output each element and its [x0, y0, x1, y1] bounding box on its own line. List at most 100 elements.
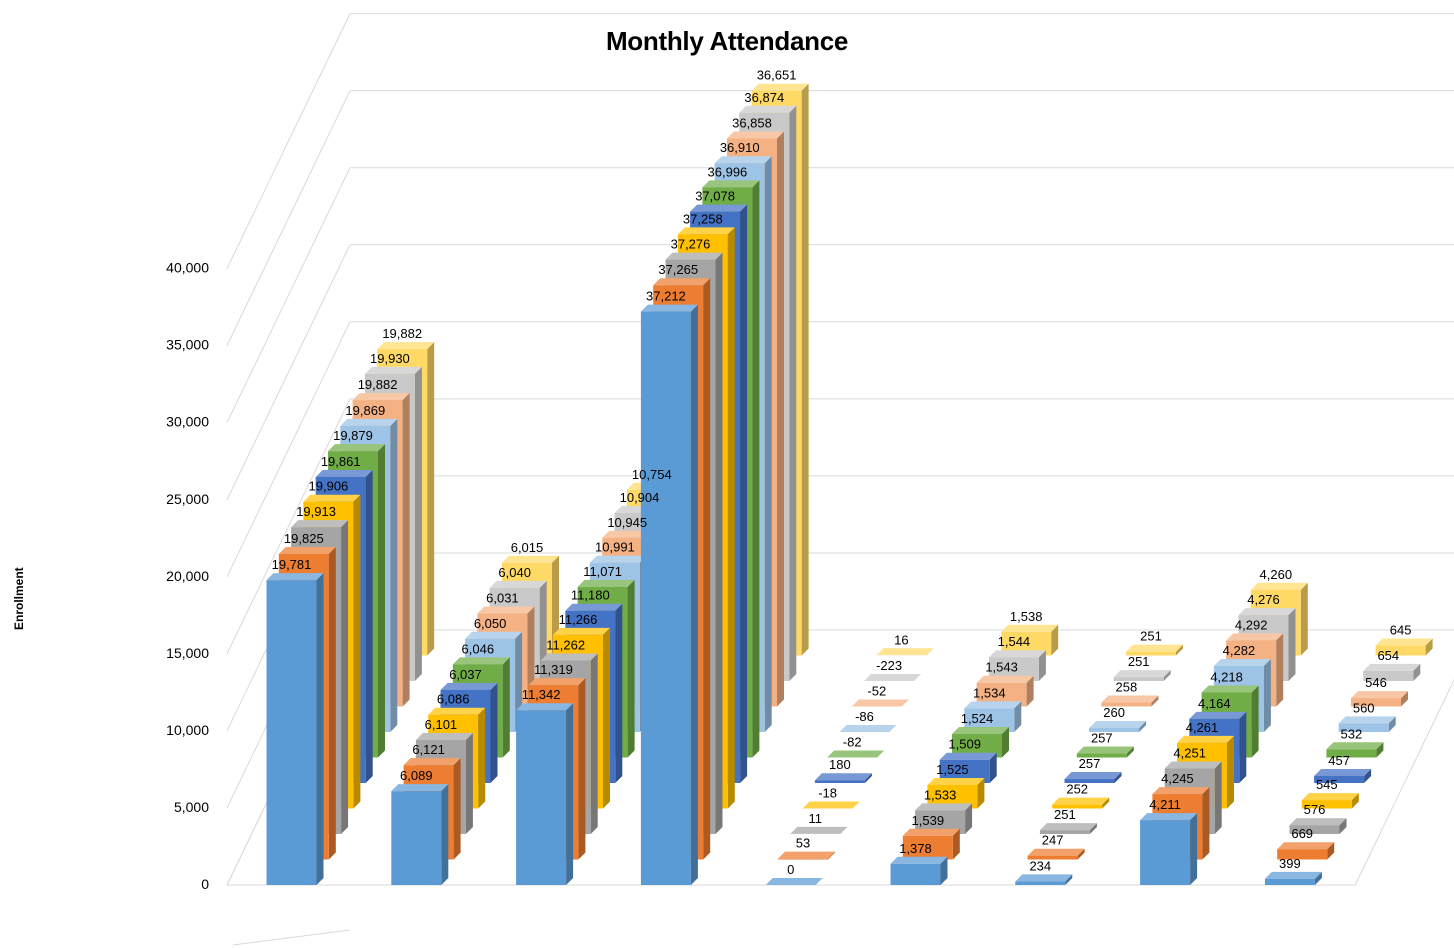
bar-front — [266, 580, 317, 885]
data-label: 11,319 — [534, 662, 573, 677]
bar-top — [1064, 772, 1122, 780]
bar — [988, 650, 1046, 681]
data-label: 11,342 — [522, 687, 561, 702]
bar-side — [801, 83, 809, 656]
data-label: 6,050 — [474, 616, 507, 631]
data-label: 53 — [796, 836, 810, 851]
bar — [1064, 772, 1122, 783]
bar-top — [440, 682, 498, 690]
bar-top — [315, 469, 373, 477]
bar-side — [441, 784, 449, 885]
bar-side — [1051, 624, 1059, 656]
bar-top — [1126, 644, 1183, 652]
bar-top — [428, 707, 486, 715]
bar-top — [1015, 874, 1073, 882]
data-label: 234 — [1029, 858, 1051, 873]
bar — [839, 725, 897, 732]
bar-side — [1314, 871, 1322, 885]
data-label: 1,524 — [961, 711, 994, 726]
data-label: 1,544 — [998, 634, 1031, 649]
bar-top — [915, 803, 973, 811]
bar-top — [328, 444, 385, 452]
bar-front — [1326, 749, 1377, 758]
data-label: 4,276 — [1247, 592, 1280, 607]
bar-side — [1239, 711, 1247, 783]
y-tick-label: 5,000 — [174, 799, 209, 815]
bar-top — [864, 674, 922, 681]
data-label: 19,825 — [284, 531, 324, 546]
data-label: 4,251 — [1173, 745, 1206, 760]
bar-top — [677, 227, 735, 235]
bar — [827, 750, 885, 758]
data-label: 4,261 — [1186, 720, 1219, 735]
data-label: 19,906 — [309, 479, 349, 494]
data-label: 260 — [1103, 705, 1125, 720]
bar-side — [1139, 720, 1147, 732]
bar-top — [528, 678, 586, 686]
data-label: 257 — [1091, 731, 1113, 746]
side-wall-gridline — [226, 321, 351, 578]
bar-side — [502, 657, 510, 758]
bar-side — [1190, 813, 1198, 885]
bar — [1277, 842, 1335, 860]
bar — [1140, 813, 1198, 885]
bar-top — [1326, 742, 1384, 750]
data-label: 19,913 — [296, 504, 336, 519]
data-label: 10,904 — [620, 490, 660, 505]
bar-side — [365, 469, 373, 783]
bar-side — [752, 180, 760, 758]
bar-top — [577, 579, 635, 587]
data-label: 19,879 — [333, 428, 373, 443]
bar-top — [653, 278, 711, 286]
bar-side — [1202, 787, 1210, 860]
bar-top — [1250, 582, 1308, 590]
bar — [976, 675, 1034, 707]
bar-front — [1052, 804, 1103, 809]
bar-top — [553, 627, 610, 635]
bar-front — [1064, 779, 1115, 783]
bar-side — [1276, 633, 1284, 707]
bar-side — [703, 278, 711, 860]
bar-side — [1339, 818, 1347, 834]
bar-side — [378, 444, 385, 758]
bar-top — [266, 573, 324, 581]
bar-top — [727, 131, 784, 139]
chart-title: Monthly Attendance — [605, 26, 849, 56]
bar-top — [952, 727, 1009, 735]
bar — [1001, 624, 1059, 656]
bar-front — [778, 858, 828, 860]
bar-top — [976, 675, 1034, 683]
bar-side — [977, 777, 985, 809]
bar-side — [1288, 608, 1296, 681]
bar-side — [1014, 701, 1022, 732]
bar-side — [453, 758, 461, 860]
bar — [927, 777, 985, 809]
bar-top — [876, 648, 934, 656]
bar-top — [391, 784, 449, 792]
data-label: 36,858 — [732, 116, 772, 131]
bar-top — [352, 393, 410, 401]
bar-side — [926, 648, 934, 656]
data-label: -52 — [867, 684, 886, 699]
bar — [1027, 848, 1085, 860]
data-label: 19,882 — [358, 377, 398, 392]
bar — [778, 851, 835, 860]
data-label: 6,015 — [511, 540, 544, 555]
y-tick-label: 15,000 — [166, 645, 209, 661]
bar-top — [1338, 716, 1396, 724]
bar-front — [1015, 881, 1066, 885]
data-label: 19,882 — [382, 326, 422, 341]
bar-side — [490, 682, 498, 783]
bar-side — [864, 773, 872, 783]
bar-side — [552, 555, 559, 656]
data-label: 36,910 — [720, 140, 760, 155]
bar-front — [1001, 631, 1052, 656]
bar — [1289, 818, 1347, 834]
bar-side — [1401, 691, 1408, 707]
bar — [1363, 663, 1421, 681]
data-label: 669 — [1291, 826, 1313, 841]
bar — [1089, 720, 1147, 732]
gridlines — [226, 13, 1454, 946]
data-label: 37,276 — [671, 237, 711, 252]
bar-top — [1289, 818, 1347, 826]
